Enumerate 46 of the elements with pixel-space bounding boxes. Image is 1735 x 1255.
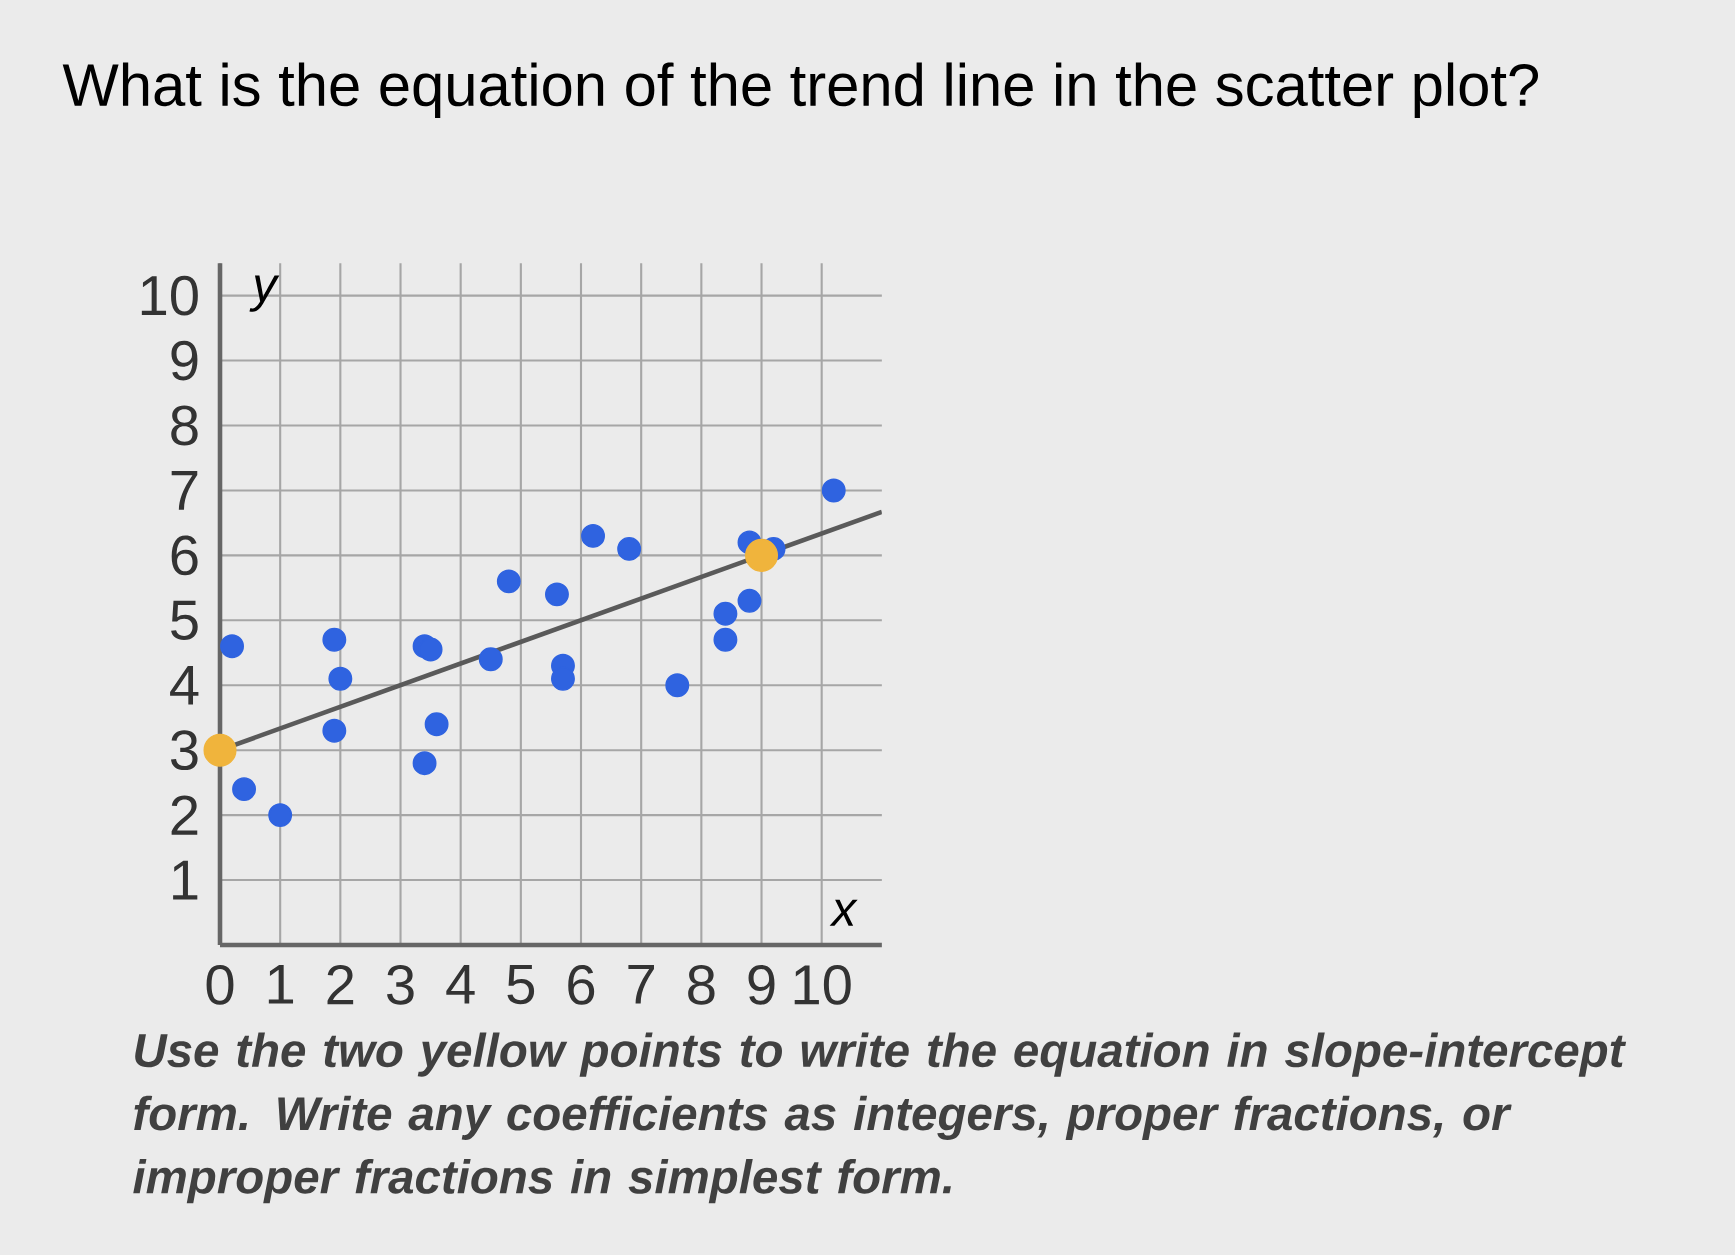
point: [322, 627, 347, 652]
point: [545, 582, 569, 607]
y-tick-label: 2: [171, 795, 198, 835]
point: [744, 538, 779, 572]
y-tick-label: 1: [173, 860, 198, 900]
x-tick-label: 2: [327, 964, 354, 1005]
x-tick-label: 9: [748, 964, 775, 1005]
point: [232, 777, 257, 802]
point: [220, 634, 244, 659]
x-tick-label: 8: [688, 964, 715, 1005]
point: [424, 712, 449, 737]
x-tick-label: 7: [628, 964, 654, 1004]
y-axis-title: y: [249, 275, 280, 312]
y-tick-label: 7: [171, 471, 198, 510]
y-tick-label: 6: [171, 535, 198, 576]
x-tick-label: 1: [268, 964, 294, 1004]
y-tick-label: 8: [171, 405, 198, 446]
y-tick-label: 10: [141, 275, 198, 316]
y-tick-label: 9: [171, 340, 198, 381]
x-tick-label: 10: [794, 964, 851, 1005]
point: [496, 569, 521, 594]
point: [581, 523, 606, 548]
x-tick-label: 3: [387, 964, 414, 1005]
x-tick-label: 0: [206, 964, 234, 1005]
point: [478, 647, 503, 672]
point: [713, 627, 738, 652]
point: [418, 637, 443, 662]
point: [412, 751, 437, 776]
point: [665, 673, 690, 698]
y-tick-label: 3: [170, 730, 198, 771]
point: [617, 536, 642, 561]
point: [713, 601, 738, 626]
point: [203, 733, 237, 767]
x-tick-label: 5: [507, 964, 535, 1005]
x-axis-title: x: [829, 899, 858, 926]
point: [268, 803, 293, 828]
chart-title: What is the equation of the trend line in the scatter plot?: [62, 62, 1539, 119]
x-tick-label: 4: [446, 964, 475, 1004]
text: Use the two yellow points to write the equation in slope-intercept form. Write any coefficients as integers, proper fractions, or improper fractions in simplest form.: [133, 1032, 1627, 1204]
point: [322, 718, 347, 743]
x-tick-label: 6: [568, 964, 595, 1005]
point: [737, 588, 762, 613]
y-tick-label: 4: [170, 665, 199, 705]
y-tick-label: 5: [171, 600, 198, 640]
point: [328, 666, 353, 691]
point: [821, 478, 846, 503]
